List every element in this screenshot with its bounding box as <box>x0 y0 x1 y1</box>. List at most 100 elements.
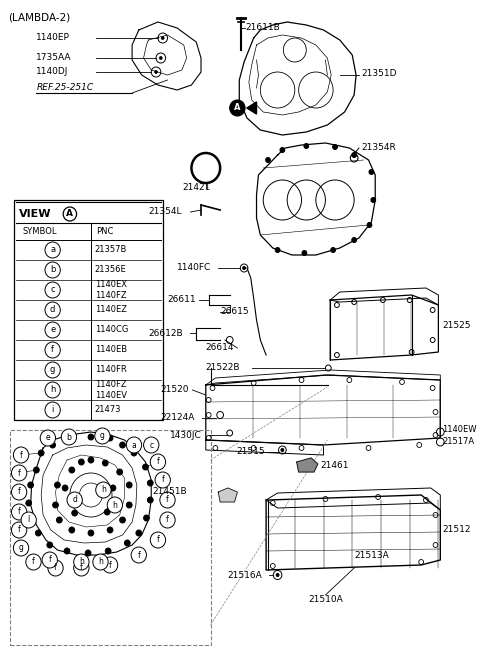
Text: h: h <box>50 386 55 394</box>
Circle shape <box>13 447 29 463</box>
Circle shape <box>12 484 27 500</box>
Text: 21354L: 21354L <box>148 207 182 216</box>
Circle shape <box>126 502 132 508</box>
Circle shape <box>105 548 111 554</box>
Circle shape <box>36 530 41 536</box>
Text: h: h <box>98 558 103 567</box>
Text: e: e <box>46 434 50 443</box>
Text: A: A <box>66 209 73 218</box>
Circle shape <box>371 197 376 203</box>
Circle shape <box>64 548 70 554</box>
Text: 21512: 21512 <box>442 525 471 535</box>
Circle shape <box>88 457 94 463</box>
Circle shape <box>120 517 125 523</box>
Circle shape <box>107 497 122 513</box>
Circle shape <box>126 437 142 453</box>
Circle shape <box>57 517 62 523</box>
Circle shape <box>50 442 56 448</box>
Circle shape <box>161 37 164 39</box>
Text: 21522B: 21522B <box>206 363 240 373</box>
Circle shape <box>367 222 372 228</box>
Polygon shape <box>297 458 318 472</box>
Text: 21354R: 21354R <box>361 144 396 152</box>
Text: 1140FZ
1140EV: 1140FZ 1140EV <box>95 380 127 400</box>
Circle shape <box>12 465 27 481</box>
Text: f: f <box>156 457 159 466</box>
Circle shape <box>155 70 157 73</box>
Circle shape <box>26 554 41 570</box>
Circle shape <box>107 435 113 441</box>
Circle shape <box>47 542 53 548</box>
Circle shape <box>160 512 175 528</box>
Circle shape <box>55 482 60 488</box>
Text: 1140EB: 1140EB <box>95 346 127 354</box>
Circle shape <box>126 482 132 488</box>
Text: 21356E: 21356E <box>95 266 127 274</box>
Text: g: g <box>100 432 105 440</box>
Circle shape <box>28 482 34 488</box>
Circle shape <box>333 144 337 150</box>
Circle shape <box>147 497 153 503</box>
Circle shape <box>26 500 32 506</box>
Circle shape <box>131 450 137 456</box>
Circle shape <box>265 157 270 163</box>
Circle shape <box>144 515 149 521</box>
Circle shape <box>144 437 159 453</box>
Circle shape <box>93 554 108 570</box>
Circle shape <box>275 247 280 253</box>
Circle shape <box>88 530 94 536</box>
Circle shape <box>74 560 89 576</box>
Text: f: f <box>108 560 111 569</box>
Text: f: f <box>20 451 23 459</box>
Circle shape <box>131 547 146 563</box>
Circle shape <box>85 550 91 556</box>
Circle shape <box>352 237 357 243</box>
Text: 21517A: 21517A <box>442 438 474 447</box>
Text: A: A <box>234 104 240 112</box>
Text: 21516A: 21516A <box>228 571 263 579</box>
Text: 1140FR: 1140FR <box>95 365 127 375</box>
Text: REF.25-251C: REF.25-251C <box>36 83 94 92</box>
Circle shape <box>66 437 72 443</box>
Text: 1140EX
1140FZ: 1140EX 1140FZ <box>95 280 127 300</box>
Circle shape <box>230 100 245 116</box>
Circle shape <box>304 144 309 148</box>
Circle shape <box>12 504 27 520</box>
Text: f: f <box>18 468 21 478</box>
Text: 1735AA: 1735AA <box>36 52 72 62</box>
Text: b: b <box>50 266 55 274</box>
Text: 21351D: 21351D <box>361 70 396 79</box>
Circle shape <box>120 442 125 448</box>
Circle shape <box>331 247 336 253</box>
Text: 1140EW: 1140EW <box>442 426 477 434</box>
Text: f: f <box>18 525 21 535</box>
Text: 26612B: 26612B <box>148 329 183 337</box>
Text: SYMBOL: SYMBOL <box>22 228 57 237</box>
Text: 21421: 21421 <box>182 184 210 192</box>
Text: 21357B: 21357B <box>95 245 127 255</box>
Bar <box>10 430 211 645</box>
Text: a: a <box>50 245 55 255</box>
Text: 21520: 21520 <box>161 386 189 394</box>
Circle shape <box>62 485 68 491</box>
Circle shape <box>34 467 39 473</box>
Text: f: f <box>18 487 21 497</box>
Text: 1430JC: 1430JC <box>170 430 202 440</box>
Text: 21510A: 21510A <box>308 596 343 604</box>
Circle shape <box>88 434 94 440</box>
Text: 21611B: 21611B <box>245 24 280 33</box>
Text: 1140DJ: 1140DJ <box>36 66 69 75</box>
Text: f: f <box>51 346 54 354</box>
Text: 21461: 21461 <box>321 461 349 470</box>
Circle shape <box>74 554 89 570</box>
Text: i: i <box>51 405 54 415</box>
Circle shape <box>38 450 44 456</box>
Text: c: c <box>50 285 55 295</box>
Text: f: f <box>48 556 51 565</box>
Text: g: g <box>50 365 55 375</box>
Text: f: f <box>137 550 140 560</box>
Circle shape <box>69 527 75 533</box>
Circle shape <box>369 169 374 174</box>
Circle shape <box>107 527 113 533</box>
Circle shape <box>352 152 357 157</box>
